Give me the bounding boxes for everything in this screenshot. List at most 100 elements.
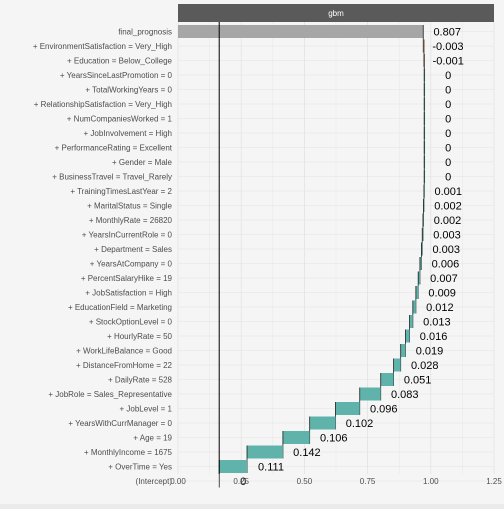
y-tick-label: + EnvironmentSatisfaction = Very_High — [33, 42, 172, 51]
contribution-bar — [380, 373, 394, 386]
facet-strip-background — [178, 4, 494, 22]
y-tick-label: + PerformanceRating = Excellent — [55, 144, 173, 153]
y-axis-tick-labels: final_prognosis + EnvironmentSatisfaction… — [33, 28, 173, 487]
value-label: 0 — [445, 172, 451, 184]
y-tick-label: + YearsInCurrentRole = 0 — [82, 231, 173, 240]
y-tick-label: + EducationField = Marketing — [68, 303, 172, 312]
contribution-bar — [219, 460, 248, 473]
facet-strip: gbm — [178, 4, 494, 22]
value-labels: 0.807 -0.003 -0.001 0 0 0 0 0 0 0 0 0.001 0.002 0.002… — [240, 27, 464, 489]
value-label: 0.106 — [320, 433, 348, 445]
x-tick-label: 0.00 — [170, 477, 186, 486]
contribution-bar — [359, 387, 381, 401]
value-label: 0 — [445, 157, 451, 169]
y-tick-label: + Education = Below_College — [67, 57, 173, 66]
contribution-bar — [412, 300, 416, 314]
x-tick-label: 0.75 — [360, 477, 376, 486]
contribution-bar — [424, 170, 426, 183]
x-tick-label: 1.25 — [486, 477, 502, 486]
contribution-bar — [423, 184, 425, 198]
y-tick-label: + DistanceFromHome = 22 — [76, 361, 173, 370]
y-tick-label: + JobSatisfaction = High — [85, 289, 172, 298]
y-tick-label: + Department = Sales — [94, 245, 172, 254]
facet-strip-label: gbm — [328, 9, 344, 18]
value-label: 0 — [445, 143, 451, 155]
y-tick-label: + YearsWithCurrManager = 0 — [68, 419, 172, 428]
contribution-bar — [424, 68, 426, 82]
y-tick-label: + TrainingTimesLastYear = 2 — [70, 187, 172, 196]
y-tick-label: + MaritalStatus = Single — [87, 202, 172, 211]
value-label: 0.051 — [404, 375, 432, 387]
contribution-bar — [424, 83, 426, 96]
value-label: 0.001 — [434, 186, 462, 198]
contribution-bar — [422, 228, 424, 241]
value-label: 0.083 — [391, 389, 419, 401]
contribution-bar — [423, 199, 425, 212]
y-tick-label: + YearsAtCompany = 0 — [90, 260, 173, 269]
y-tick-label: (Intercept) — [136, 477, 173, 486]
y-tick-label: + WorkLifeBalance = Good — [76, 347, 172, 356]
y-tick-label: + DailyRate = 528 — [108, 376, 173, 385]
y-tick-label: + BusinessTravel = Travel_Rarely — [52, 173, 172, 182]
value-label: 0.003 — [432, 244, 460, 256]
contribution-bar — [424, 155, 426, 169]
contribution-bar — [393, 358, 401, 372]
value-label: 0.019 — [416, 346, 444, 358]
y-tick-label: + HourlyRate = 50 — [107, 332, 172, 341]
value-label: 0.009 — [428, 288, 456, 300]
contribution-bar — [415, 286, 419, 299]
contribution-bar — [400, 344, 406, 357]
y-tick-label: + TotalWorkingYears = 0 — [85, 86, 172, 95]
contribution-bar — [309, 416, 336, 430]
y-tick-label: + JobInvolvement = High — [84, 129, 173, 138]
y-tick-label: + NumCompaniesWorked = 1 — [67, 115, 173, 124]
contribution-bar — [423, 39, 425, 53]
x-tick-label: 1.00 — [423, 477, 439, 486]
value-label: 0.142 — [293, 447, 321, 459]
contribution-bar — [424, 141, 426, 154]
value-label: -0.001 — [433, 56, 464, 68]
value-label: 0.013 — [423, 317, 451, 329]
y-tick-label: + Gender = Male — [112, 158, 173, 167]
x-tick-label: 0.50 — [297, 477, 313, 486]
grid-lines — [177, 22, 495, 482]
contribution-bar — [422, 213, 424, 227]
value-label: 0.002 — [434, 215, 462, 227]
y-tick-label: final_prognosis — [118, 28, 172, 37]
contribution-bar — [419, 257, 422, 270]
contribution-bar — [178, 25, 424, 38]
value-label: 0 — [445, 99, 451, 111]
value-label: 0.002 — [434, 201, 462, 213]
value-label: 0 — [445, 114, 451, 126]
contribution-bar — [424, 126, 426, 140]
y-tick-label: + JobLevel = 1 — [120, 405, 173, 414]
y-tick-label: + OverTime = Yes — [108, 463, 172, 472]
x-axis-tick-labels: 0.00 0.25 0.50 0.75 1.00 1.25 — [170, 477, 502, 486]
value-label: 0.016 — [420, 331, 448, 343]
y-tick-label: + RelationshipSatisfaction = Very_High — [34, 100, 172, 109]
y-tick-label: + JobRole = Sales_Representative — [48, 390, 172, 399]
value-label: 0.096 — [370, 404, 398, 416]
contribution-bar — [405, 329, 410, 343]
value-label: 0.003 — [433, 230, 461, 242]
y-tick-label: + PercentSalaryHike = 19 — [81, 274, 173, 283]
y-tick-label: + YearsSinceLastPromotion = 0 — [60, 71, 173, 80]
value-label: -0.003 — [432, 41, 463, 53]
value-label: 0.007 — [430, 273, 458, 285]
contribution-bars — [178, 25, 426, 488]
value-label: 0.006 — [432, 259, 460, 271]
value-label: 0 — [445, 85, 451, 97]
contribution-bar — [418, 271, 420, 285]
value-label: 0 — [445, 70, 451, 82]
y-tick-label: + MonthlyIncome = 1675 — [84, 448, 173, 457]
value-label: 0.012 — [426, 302, 454, 314]
contribution-bar — [335, 402, 360, 415]
value-label: 0 — [445, 128, 451, 140]
contribution-bar — [424, 112, 426, 125]
value-label: 0.807 — [433, 27, 461, 39]
contribution-bar — [282, 431, 310, 444]
contribution-bar — [247, 445, 283, 459]
value-label: 0.111 — [258, 462, 284, 474]
